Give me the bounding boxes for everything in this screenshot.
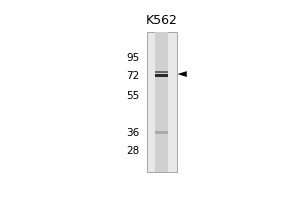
Bar	[147, 32, 177, 172]
Bar	[155, 71, 168, 73]
Text: 95: 95	[127, 53, 140, 63]
Text: 36: 36	[127, 128, 140, 138]
Bar	[155, 131, 168, 134]
Bar	[155, 74, 168, 77]
Text: 55: 55	[127, 91, 140, 101]
Text: 72: 72	[127, 71, 140, 81]
Text: 28: 28	[127, 146, 140, 156]
Bar	[155, 32, 168, 172]
Text: K562: K562	[146, 14, 178, 27]
Polygon shape	[178, 71, 187, 77]
